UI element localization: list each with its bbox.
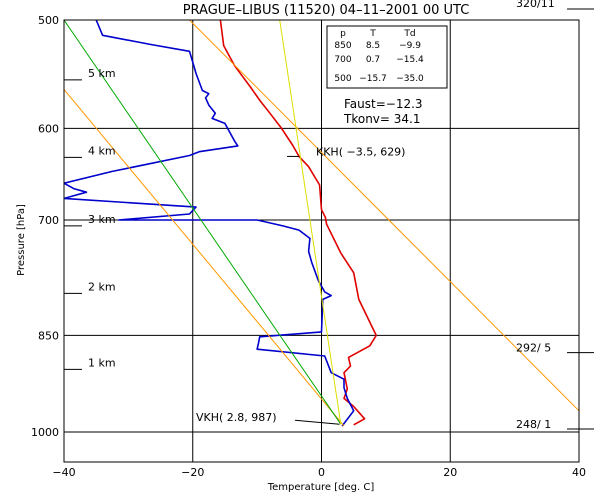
saturated-adiabat-line	[64, 20, 342, 425]
chart-title: PRAGUE–LIBUS (11520) 04–11–2001 00 UTC	[183, 3, 470, 18]
y-tick-label: 850	[38, 329, 59, 342]
table-header: p	[340, 29, 346, 39]
table-cell: 8.5	[366, 41, 380, 51]
x-tick-label: −20	[181, 466, 204, 479]
dewpoint-line	[64, 20, 355, 427]
index-label: Faust=−12.3	[344, 97, 423, 111]
y-tick-label: 500	[38, 14, 59, 27]
index-label: Tkonv= 34.1	[343, 112, 421, 126]
y-tick-label: 600	[38, 122, 59, 135]
right-labels: 320/11 292/ 5 248/ 1	[516, 0, 594, 431]
mixing-ratio-line	[279, 20, 342, 425]
height-marker-label: 4 km	[88, 144, 116, 157]
table-header: Td	[403, 29, 415, 39]
table-cell: −15.7	[359, 74, 387, 84]
x-tick-label: 40	[572, 466, 586, 479]
x-axis: −40 −20 0 20 40	[52, 466, 586, 479]
x-tick-label: 0	[318, 466, 325, 479]
y-tick-label: 700	[38, 214, 59, 227]
table-cell: 700	[334, 55, 351, 65]
table-cell: −15.4	[396, 55, 424, 65]
temperature-line	[219, 20, 378, 426]
data-table: p T Td 850 8.5 −9.9 700 0.7 −15.4 500 −15.7 −35.0	[326, 25, 448, 89]
table-cell: 0.7	[366, 55, 380, 65]
x-tick-label: 20	[443, 466, 457, 479]
right-label: 292/ 5	[516, 342, 551, 355]
plot-frame	[63, 19, 580, 463]
series-layer	[64, 20, 579, 427]
table-box	[326, 25, 448, 89]
dry-adiabat-1000-line	[189, 20, 579, 412]
y-axis-label: Pressure [hPa]	[16, 204, 27, 276]
kkh-label: KKH( −3.5, 629)	[316, 145, 405, 158]
height-marker-label: 2 km	[88, 280, 116, 293]
height-marker-label: 1 km	[88, 356, 116, 369]
height-marker-label: 3 km	[88, 213, 116, 226]
table-cell: 850	[334, 41, 351, 51]
right-label: 248/ 1	[516, 418, 551, 431]
height-marker-label: 5 km	[88, 67, 116, 80]
annotations: KKH( −3.5, 629) VKH( 2.8, 987)	[196, 145, 405, 425]
table-cell: −9.9	[399, 41, 421, 51]
vkh-leader	[294, 419, 340, 425]
x-tick-label: −40	[52, 466, 75, 479]
dry-adiabat-vkh-line	[64, 89, 345, 427]
table-cell: −35.0	[396, 74, 424, 84]
x-axis-label: Temperature [deg. C]	[267, 482, 375, 493]
table-header: T	[369, 29, 376, 39]
y-axis: 500 600 700 850 1000	[31, 14, 59, 439]
height-markers: 5 km 4 km 3 km 2 km 1 km	[64, 67, 116, 370]
y-tick-label: 1000	[31, 426, 59, 439]
table-cell: 500	[334, 74, 351, 84]
vkh-label: VKH( 2.8, 987)	[196, 411, 277, 424]
right-label: 320/11	[516, 0, 555, 10]
